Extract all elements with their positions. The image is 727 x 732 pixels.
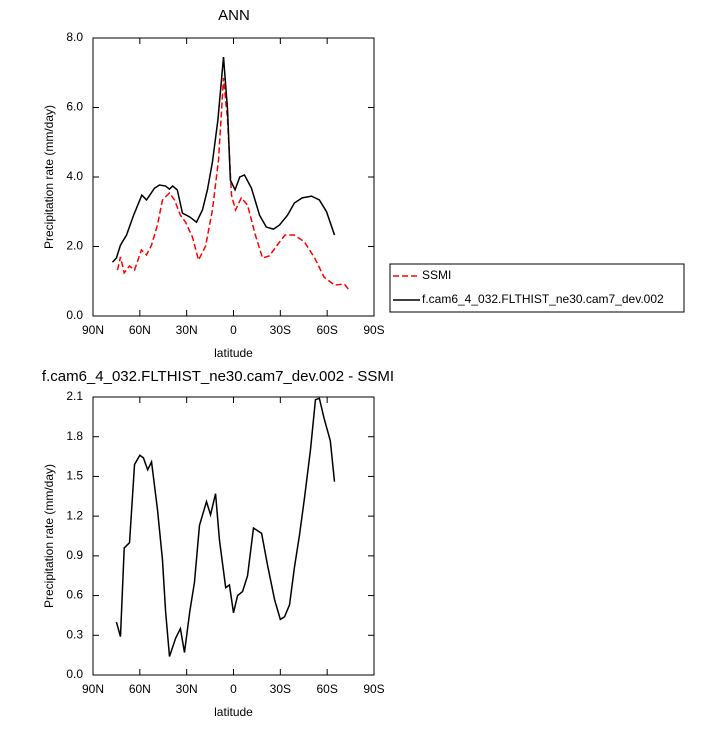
- y-tick-label: 4.0: [66, 169, 83, 183]
- x-tick-label: 60N: [129, 682, 151, 696]
- y-tick-label: 0.0: [66, 667, 83, 681]
- legend-label: SSMI: [422, 268, 451, 282]
- x-tick-label: 90N: [82, 323, 104, 337]
- x-tick-label: 90N: [82, 682, 104, 696]
- x-tick-label: 0: [230, 323, 237, 337]
- data-line: [111, 57, 336, 263]
- x-axis-label: latitude: [214, 705, 253, 719]
- legend-box: [389, 263, 685, 313]
- data-line: [116, 77, 350, 291]
- y-tick-label: 1.2: [66, 508, 83, 522]
- x-tick-label: 60N: [129, 323, 151, 337]
- x-tick-label: 30N: [176, 323, 198, 337]
- x-tick-label: 30S: [270, 682, 291, 696]
- y-tick-label: 0.6: [66, 588, 83, 602]
- y-axis-label: Precipitation rate (mm/day): [42, 105, 56, 249]
- plot-frame: [92, 37, 375, 317]
- x-axis-label: latitude: [214, 346, 253, 360]
- data-line: [115, 397, 336, 657]
- x-tick-label: 0: [230, 682, 237, 696]
- chart-title: f.cam6_4_032.FLTHIST_ne30.cam7_dev.002 -…: [42, 368, 394, 385]
- y-tick-label: 1.8: [66, 429, 83, 443]
- y-tick-label: 0.0: [66, 308, 83, 322]
- y-tick-label: 1.5: [66, 469, 83, 483]
- x-tick-label: 60S: [316, 323, 337, 337]
- y-tick-label: 2.1: [66, 389, 83, 403]
- x-tick-label: 30S: [270, 323, 291, 337]
- x-tick-label: 90S: [363, 682, 384, 696]
- legend-label: f.cam6_4_032.FLTHIST_ne30.cam7_dev.002: [422, 292, 664, 306]
- x-tick-label: 30N: [176, 682, 198, 696]
- y-tick-label: 0.9: [66, 548, 83, 562]
- y-tick-label: 0.3: [66, 627, 83, 641]
- y-axis-label: Precipitation rate (mm/day): [42, 464, 56, 608]
- x-tick-label: 60S: [316, 682, 337, 696]
- chart-title: ANN: [218, 7, 250, 24]
- x-tick-label: 90S: [363, 323, 384, 337]
- y-tick-label: 8.0: [66, 30, 83, 44]
- y-tick-label: 2.0: [66, 239, 83, 253]
- plot-frame: [92, 396, 375, 676]
- y-tick-label: 6.0: [66, 100, 83, 114]
